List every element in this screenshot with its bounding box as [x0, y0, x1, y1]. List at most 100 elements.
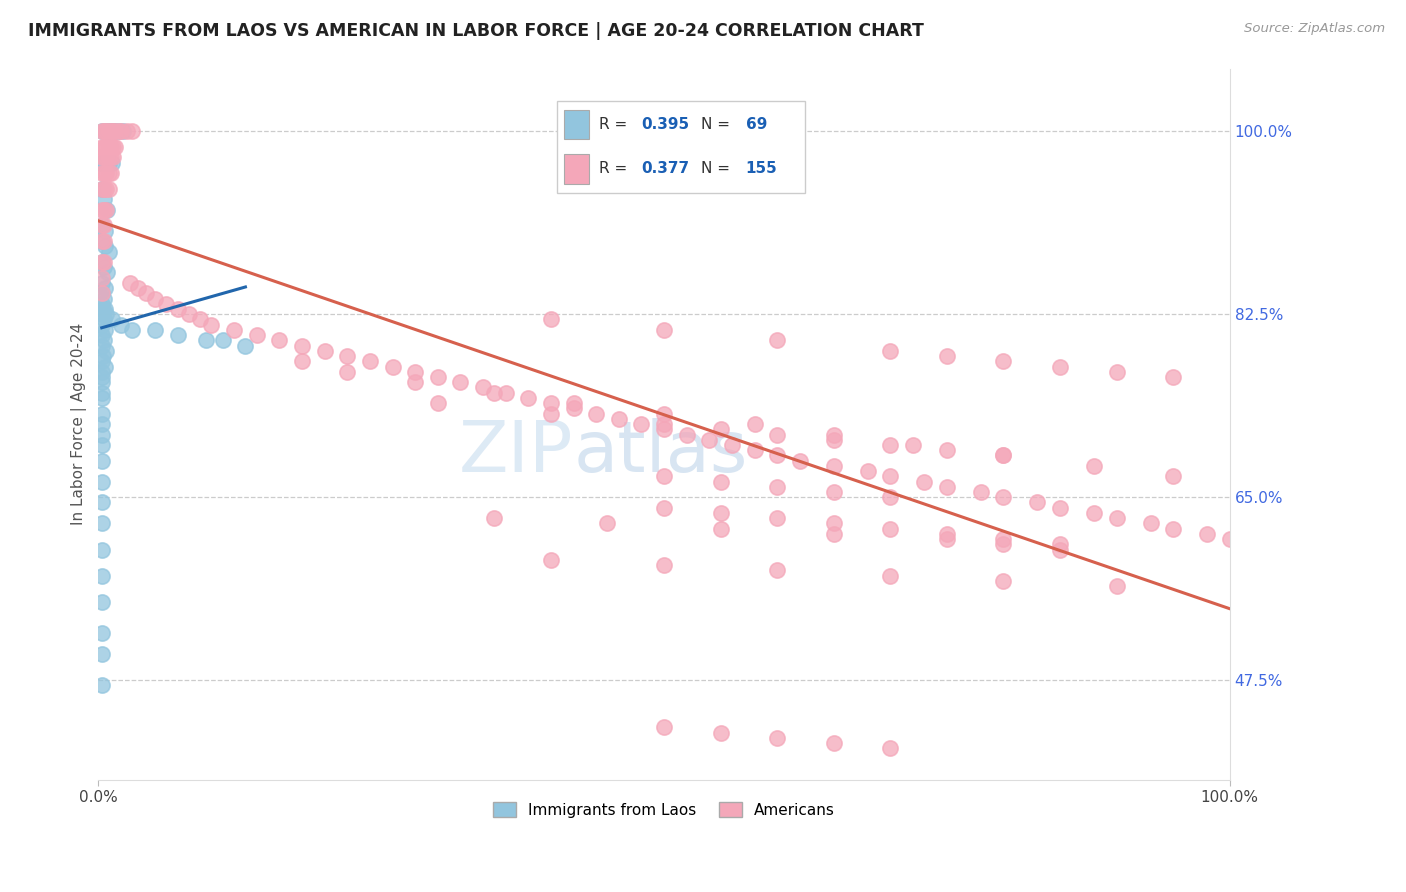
Point [91, 301, 114, 316]
Point [1105, 579, 1128, 593]
Point [94, 301, 117, 316]
Point [96, 343, 118, 358]
Point [993, 532, 1015, 546]
Point [993, 490, 1015, 504]
Point [100, 140, 122, 154]
Point [1105, 511, 1128, 525]
Point [823, 485, 845, 500]
Point [107, 124, 129, 138]
Point [90, 568, 112, 582]
Point [336, 365, 359, 379]
Point [484, 511, 506, 525]
Point [970, 485, 993, 500]
Point [1219, 532, 1241, 546]
Point [97, 124, 120, 138]
Point [90, 255, 112, 269]
Point [993, 449, 1015, 463]
Point [97, 140, 120, 154]
Point [96, 202, 118, 217]
Point [115, 124, 138, 138]
Point [235, 338, 257, 352]
Point [766, 564, 789, 578]
Point [1083, 506, 1105, 520]
Point [90, 678, 112, 692]
Point [766, 449, 789, 463]
Point [856, 464, 879, 478]
Point [540, 396, 562, 410]
Point [710, 475, 733, 489]
Point [200, 318, 222, 332]
Point [90, 328, 112, 343]
Point [107, 124, 129, 138]
Point [823, 433, 845, 447]
Point [484, 385, 506, 400]
Point [100, 166, 122, 180]
Point [1139, 516, 1161, 531]
Point [90, 182, 112, 196]
Point [90, 417, 112, 431]
Point [697, 433, 720, 447]
Point [155, 297, 177, 311]
Point [652, 323, 675, 337]
Point [97, 150, 120, 164]
Point [94, 224, 117, 238]
Point [1049, 359, 1071, 374]
Point [585, 407, 607, 421]
Point [97, 124, 120, 138]
Point [90, 124, 112, 138]
Point [912, 475, 935, 489]
Point [596, 516, 619, 531]
Point [93, 312, 115, 326]
Point [93, 150, 115, 164]
Point [823, 527, 845, 541]
Point [90, 495, 112, 509]
Point [97, 244, 120, 259]
Point [101, 124, 124, 138]
Text: Source: ZipAtlas.com: Source: ZipAtlas.com [1244, 22, 1385, 36]
Point [935, 443, 957, 458]
Point [935, 480, 957, 494]
Point [93, 202, 115, 217]
Point [94, 239, 117, 253]
Point [766, 334, 789, 348]
Point [90, 286, 112, 301]
Point [90, 234, 112, 248]
Point [90, 166, 112, 180]
Point [96, 150, 118, 164]
Text: ZIP: ZIP [458, 418, 574, 487]
Point [246, 328, 269, 343]
Point [879, 568, 901, 582]
Point [1197, 527, 1219, 541]
Point [127, 281, 149, 295]
Point [104, 140, 127, 154]
Point [90, 270, 112, 285]
Point [166, 301, 188, 316]
Y-axis label: In Labor Force | Age 20-24: In Labor Force | Age 20-24 [72, 323, 87, 525]
Point [91, 349, 114, 363]
Point [93, 182, 115, 196]
Point [269, 334, 291, 348]
Point [404, 376, 426, 390]
Point [766, 427, 789, 442]
Point [901, 438, 924, 452]
Point [993, 574, 1015, 588]
Point [96, 140, 118, 154]
Point [879, 522, 901, 536]
Point [90, 297, 112, 311]
Point [710, 522, 733, 536]
Point [90, 385, 112, 400]
Point [90, 318, 112, 332]
Point [823, 427, 845, 442]
Point [90, 124, 112, 138]
Point [823, 736, 845, 750]
Point [652, 500, 675, 515]
Point [935, 349, 957, 363]
Point [1026, 495, 1049, 509]
Point [710, 422, 733, 436]
Point [879, 343, 901, 358]
Point [721, 438, 744, 452]
Point [766, 480, 789, 494]
Point [96, 265, 118, 279]
Point [90, 391, 112, 405]
Point [562, 401, 585, 416]
